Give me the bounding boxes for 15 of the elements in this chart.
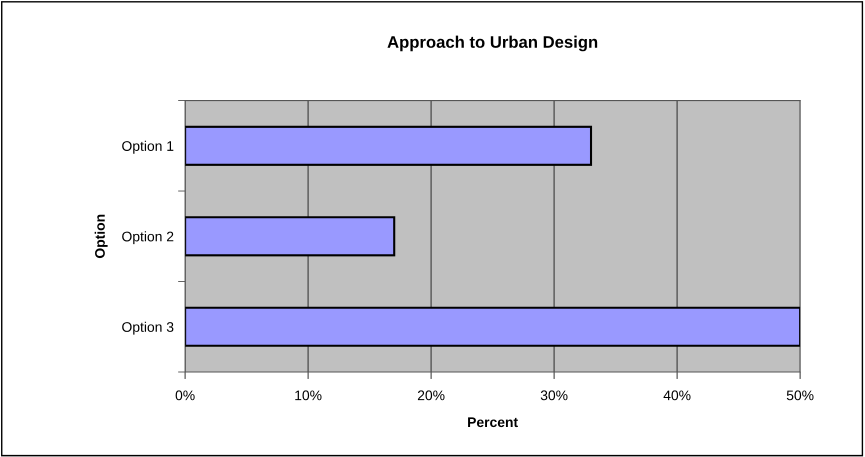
y-tick-label: Option 1 — [122, 140, 174, 154]
x-tick-label: 10% — [295, 390, 322, 400]
x-tick-label: 40% — [664, 390, 691, 400]
x-tick-label: 0% — [176, 390, 195, 400]
x-tick-label: 30% — [540, 390, 568, 400]
bar — [185, 306, 800, 347]
chart-title: Approach to Urban Design — [387, 36, 598, 52]
x-tick-label: 20% — [418, 390, 445, 400]
bar — [185, 126, 592, 166]
y-axis-title: Option — [94, 214, 108, 258]
y-tick-label: Option 2 — [122, 231, 174, 244]
y-tick-label: Option 3 — [122, 322, 174, 335]
bar — [185, 216, 396, 256]
x-axis-title: Percent — [468, 417, 518, 428]
x-tick-label: 50% — [786, 390, 814, 400]
